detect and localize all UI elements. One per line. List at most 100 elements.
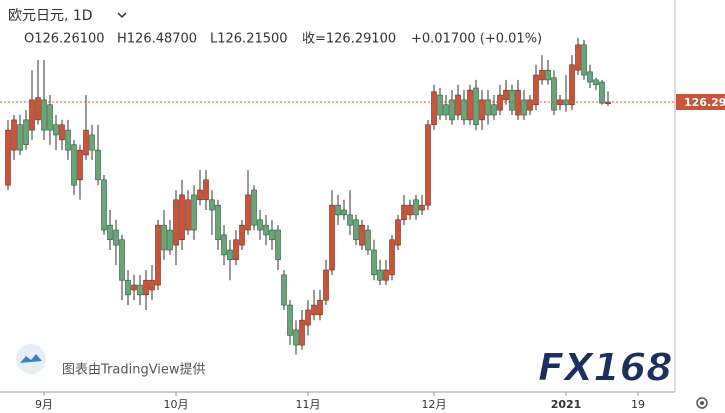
candle-body <box>551 77 557 111</box>
candle-body <box>143 279 149 296</box>
candle-body <box>41 99 47 131</box>
candle-body <box>497 94 503 111</box>
candle-body <box>533 74 539 106</box>
candle-body <box>599 81 605 104</box>
candle-body <box>401 204 407 221</box>
candle-body <box>545 69 551 81</box>
candle-body <box>23 119 29 146</box>
candle-body <box>527 99 533 111</box>
candle-body <box>365 229 371 251</box>
candle-body <box>275 229 281 261</box>
candle-body <box>161 224 167 251</box>
candle-body <box>521 99 527 116</box>
candle-body <box>359 224 365 246</box>
candle-body <box>35 97 41 121</box>
candle-body <box>125 279 131 296</box>
candle-body <box>11 119 17 151</box>
candle-body <box>479 99 485 121</box>
candle-body <box>593 79 599 86</box>
candle-body <box>185 199 191 231</box>
candle-body <box>539 69 545 81</box>
x-tick-label: 12月 <box>422 398 447 411</box>
candle-body <box>77 149 83 181</box>
candle-body <box>287 304 293 336</box>
candle-body <box>515 89 521 116</box>
candle-body <box>137 284 143 296</box>
candle-body <box>419 204 425 211</box>
candle-body <box>347 214 353 226</box>
candle-body <box>119 239 125 281</box>
chart-title[interactable]: 欧元日元, 1D <box>8 8 93 24</box>
candle-body <box>431 91 437 126</box>
candle-body <box>335 204 341 216</box>
candle-body <box>83 129 89 156</box>
candle-body <box>377 269 383 281</box>
ohlc-open: O126.26100 <box>24 32 105 47</box>
candle-body <box>299 319 305 346</box>
candle-body <box>443 104 449 116</box>
x-tick-label: 11月 <box>296 398 321 411</box>
candle-body <box>473 87 479 126</box>
candle-body <box>5 129 11 186</box>
candle-body <box>509 89 515 111</box>
candle-body <box>281 274 287 306</box>
candle-body <box>53 124 59 136</box>
dropdown-icon[interactable] <box>117 12 127 19</box>
candle-body <box>209 199 215 211</box>
candle-body <box>47 104 53 131</box>
watermark: 图表由TradingView提供 <box>62 362 206 378</box>
candle-body <box>29 99 35 131</box>
candle-body <box>257 219 263 231</box>
last-price-label: 126.2910 <box>684 96 725 109</box>
candle-body <box>227 249 233 261</box>
candle-body <box>95 149 101 181</box>
x-tick-label: 2021 <box>551 398 582 411</box>
candle-body <box>197 189 203 201</box>
candle-body <box>449 99 455 121</box>
candle-body <box>587 71 593 83</box>
candle-body <box>437 94 443 116</box>
candle-body <box>191 194 197 231</box>
candle-body <box>467 89 473 121</box>
candle-body <box>173 199 179 246</box>
candle-body <box>305 309 311 326</box>
candle-body <box>389 239 395 276</box>
x-tick-label: 10月 <box>164 398 189 411</box>
candle-body <box>71 144 77 186</box>
candle-body <box>107 224 113 241</box>
candle-body <box>179 194 185 241</box>
candle-body <box>113 229 119 246</box>
candle-body <box>317 299 323 316</box>
candle-body <box>215 204 221 241</box>
tradingview-logo <box>16 344 46 374</box>
candle-body <box>221 234 227 256</box>
candle-body <box>569 64 575 106</box>
candle-body <box>167 229 173 251</box>
x-tick-label: 19 <box>631 398 645 411</box>
candle-body <box>581 44 587 76</box>
candle-body <box>341 209 347 216</box>
candle-body <box>395 219 401 246</box>
settings-icon[interactable] <box>696 397 708 409</box>
candle-body <box>311 304 317 316</box>
ohlc-low: L126.21500 <box>210 32 288 47</box>
candle-body <box>503 89 509 101</box>
fx168-logo: FX168 <box>538 346 673 390</box>
candle-body <box>485 99 491 116</box>
candle-body <box>413 199 419 216</box>
candle-body <box>425 124 431 206</box>
candle-body <box>89 134 95 151</box>
candle-body <box>251 189 257 226</box>
candle-body <box>293 329 299 346</box>
candle-body <box>131 284 137 291</box>
candle-body <box>149 279 155 291</box>
candle-body <box>269 229 275 241</box>
candle-body <box>329 204 335 271</box>
candle-body <box>323 269 329 301</box>
ohlc-close: 收=126.29100 <box>302 32 396 47</box>
candle-body <box>59 124 65 141</box>
candle-body <box>233 239 239 261</box>
ohlc-change: +0.01700 (+0.01%) <box>411 32 542 47</box>
candle-body <box>101 179 107 231</box>
